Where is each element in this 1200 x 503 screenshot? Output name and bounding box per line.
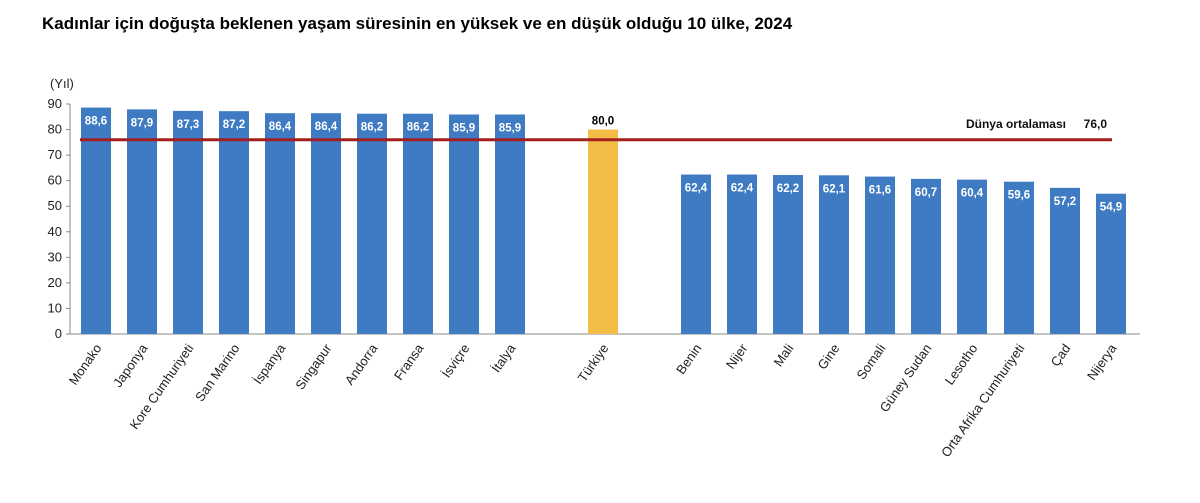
- y-tick-label: 70: [48, 147, 62, 162]
- bar-somali: [865, 176, 895, 334]
- bar-singapur: [311, 113, 341, 334]
- bar-çad: [1050, 187, 1080, 334]
- y-ticks: 0 10 20 30 40 50 60 70 80 90: [48, 96, 70, 341]
- bar-san-marino: [219, 111, 249, 335]
- category-label: Somali: [853, 341, 888, 382]
- category-label: Singapur: [292, 341, 335, 393]
- y-tick-label: 50: [48, 198, 62, 213]
- data-label: 62,2: [777, 183, 799, 195]
- data-label: 54,9: [1100, 202, 1122, 214]
- data-label: 85,9: [499, 122, 521, 134]
- data-label: 80,0: [592, 116, 614, 128]
- bar-i̇sviçre: [449, 114, 479, 334]
- category-label: İsviçre: [439, 341, 473, 380]
- y-tick-label: 60: [48, 173, 62, 188]
- bar-benin: [681, 174, 711, 334]
- category-label: Japonya: [110, 340, 151, 389]
- category-label: Benin: [673, 341, 704, 377]
- data-label: 57,2: [1054, 196, 1076, 208]
- category-label: Gine: [814, 341, 842, 372]
- bar-i̇spanya: [265, 113, 295, 334]
- category-label: Orta Afrika Cumhuriyeti: [938, 341, 1027, 460]
- bar-kore-cumhuriyeti: [173, 110, 203, 335]
- data-label: 62,4: [685, 183, 708, 195]
- bar-orta-afrika-cumhuriyeti: [1004, 181, 1034, 334]
- reference-line-label: Dünya ortalaması: [966, 117, 1066, 131]
- bar-fransa: [403, 113, 433, 334]
- y-tick-label: 10: [48, 300, 62, 315]
- category-label: Nijerya: [1084, 340, 1120, 382]
- reference-line-value: 76,0: [1084, 117, 1108, 131]
- data-label: 86,4: [269, 121, 292, 133]
- data-label: 88,6: [85, 116, 107, 128]
- data-label: 86,2: [407, 122, 429, 134]
- bar-monako: [81, 107, 111, 334]
- data-label: 60,7: [915, 187, 937, 199]
- data-labels: 88,6 87,9 87,3 87,2 86,4 86,4 86,2 86,2 85,9 85,9…: [85, 116, 1122, 214]
- bar-i̇talya: [495, 114, 525, 334]
- data-label: 86,4: [315, 121, 338, 133]
- bar-andorra: [357, 113, 387, 334]
- reference-line-group: Dünya ortalaması 76,0: [80, 117, 1112, 142]
- bar-nijer: [727, 174, 757, 334]
- data-label: 60,4: [961, 188, 984, 200]
- data-label: 87,9: [131, 117, 153, 129]
- chart-title: Kadınlar için doğuşta beklenen yaşam sür…: [42, 14, 793, 33]
- bar-mali: [773, 175, 803, 334]
- data-label: 87,2: [223, 119, 245, 131]
- data-label: 62,4: [731, 183, 754, 195]
- y-tick-label: 0: [55, 326, 62, 341]
- data-label: 85,9: [453, 122, 475, 134]
- data-label: 62,1: [823, 183, 846, 195]
- bar-nijerya: [1096, 193, 1126, 334]
- y-tick-label: 90: [48, 96, 62, 111]
- data-label: 86,2: [361, 122, 383, 134]
- bar-güney-sudan: [911, 178, 941, 334]
- bar-lesotho: [957, 179, 987, 334]
- category-label: Monako: [66, 341, 105, 387]
- category-label: Lesotho: [942, 341, 981, 388]
- data-label: 59,6: [1008, 190, 1030, 202]
- y-tick-label: 20: [48, 275, 62, 290]
- y-axis-label: (Yıl): [50, 76, 74, 91]
- category-label: Nijer: [723, 341, 751, 372]
- category-label: Mali: [770, 341, 796, 369]
- bar-türkiye: [588, 129, 618, 334]
- category-label: Fransa: [391, 340, 427, 382]
- data-label: 87,3: [177, 119, 199, 131]
- category-label: İspanya: [250, 340, 289, 387]
- y-tick-label: 80: [48, 122, 62, 137]
- y-tick-label: 30: [48, 249, 62, 264]
- bar-japonya: [127, 109, 157, 334]
- category-label: Çad: [1047, 341, 1073, 369]
- category-label: Türkiye: [575, 341, 612, 385]
- bar-gine: [819, 175, 849, 334]
- bars: [81, 107, 1126, 335]
- category-label: İtalya: [488, 340, 519, 375]
- category-label: Andorra: [342, 340, 381, 387]
- y-tick-label: 40: [48, 224, 62, 239]
- data-label: 61,6: [869, 185, 891, 197]
- category-label: San Marino: [192, 341, 242, 404]
